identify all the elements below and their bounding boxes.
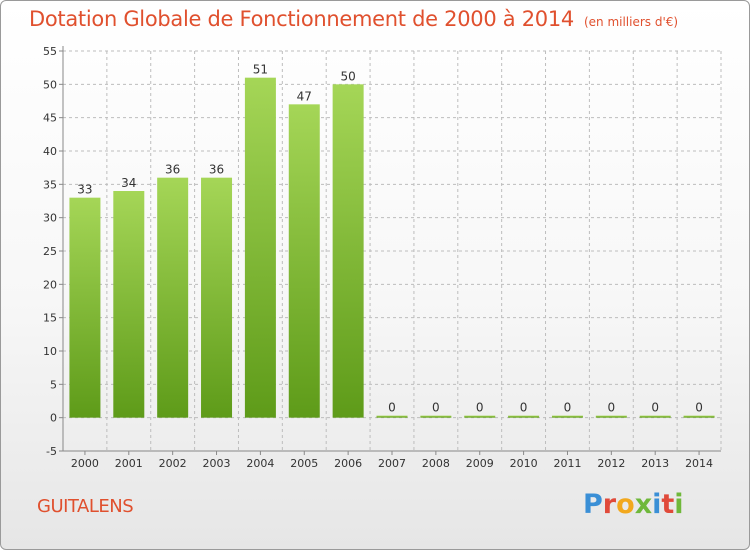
y-tick-label: 50 <box>43 78 57 91</box>
bar <box>201 177 233 418</box>
y-tick-label: 40 <box>43 145 57 158</box>
x-tick-label: 2003 <box>203 457 231 470</box>
bar-value-label: 0 <box>520 401 528 415</box>
chart-title: Dotation Globale de Fonctionnement de 20… <box>29 7 678 31</box>
bar-value-label: 36 <box>165 163 180 177</box>
y-tick-label: 20 <box>43 278 57 291</box>
y-tick-label: 10 <box>43 345 57 358</box>
bar <box>376 415 408 418</box>
bar-value-label: 51 <box>253 63 268 77</box>
bar-value-label: 34 <box>121 176 136 190</box>
bar <box>332 84 364 418</box>
x-tick-label: 2006 <box>334 457 362 470</box>
bar <box>157 177 189 418</box>
bar-value-label: 0 <box>476 401 484 415</box>
bar-value-label: 0 <box>388 401 396 415</box>
y-tick-label: -5 <box>46 445 57 458</box>
bar-value-label: 0 <box>432 401 440 415</box>
y-tick-label: 45 <box>43 112 57 125</box>
proxiti-logo: Proxiti <box>583 489 684 520</box>
bars <box>69 77 715 418</box>
y-tick-label: 0 <box>50 412 57 425</box>
x-tick-label: 2007 <box>378 457 406 470</box>
x-tick-label: 2013 <box>641 457 669 470</box>
bar <box>244 77 276 418</box>
bar-value-label: 0 <box>651 401 659 415</box>
bar <box>113 191 145 418</box>
x-tick-label: 2004 <box>246 457 274 470</box>
x-tick-label: 2012 <box>597 457 625 470</box>
x-tick-label: 2000 <box>71 457 99 470</box>
y-tick-label: 30 <box>43 212 57 225</box>
bar <box>288 104 320 418</box>
x-tick-label: 2001 <box>115 457 143 470</box>
x-tick-label: 2008 <box>422 457 450 470</box>
y-tick-label: 25 <box>43 245 57 258</box>
bar <box>551 415 583 418</box>
x-tick-label: 2002 <box>159 457 187 470</box>
bar <box>69 197 101 418</box>
labels: 33 34 36 36 51 47 50 0 0 0 0 0 0 0 0 <box>77 63 703 415</box>
bar-value-label: 33 <box>77 183 92 197</box>
y-tick-label: 5 <box>50 378 57 391</box>
bar <box>420 415 452 418</box>
bar <box>639 415 671 418</box>
x-tick-label: 2005 <box>290 457 318 470</box>
y-tick-label: 35 <box>43 178 57 191</box>
bar <box>683 415 715 418</box>
bar-value-label: 0 <box>608 401 616 415</box>
x-tick-label: 2011 <box>553 457 581 470</box>
bar-value-label: 36 <box>209 163 224 177</box>
commune-name: GUITALENS <box>37 496 134 517</box>
bar-value-label: 47 <box>297 89 312 103</box>
bar-value-label: 0 <box>564 401 572 415</box>
bar <box>595 415 627 418</box>
bar-value-label: 0 <box>695 401 703 415</box>
bar <box>508 415 540 418</box>
x-tick-label: 2014 <box>685 457 713 470</box>
chart-title-text: Dotation Globale de Fonctionnement de 20… <box>29 7 574 31</box>
y-tick-label: 55 <box>43 45 57 58</box>
x-tick-label: 2010 <box>510 457 538 470</box>
bar-value-label: 50 <box>340 69 355 83</box>
x-tick-label: 2009 <box>466 457 494 470</box>
chart-subtitle: (en milliers d'€) <box>583 15 679 29</box>
y-tick-label: 15 <box>43 312 57 325</box>
bar <box>464 415 496 418</box>
